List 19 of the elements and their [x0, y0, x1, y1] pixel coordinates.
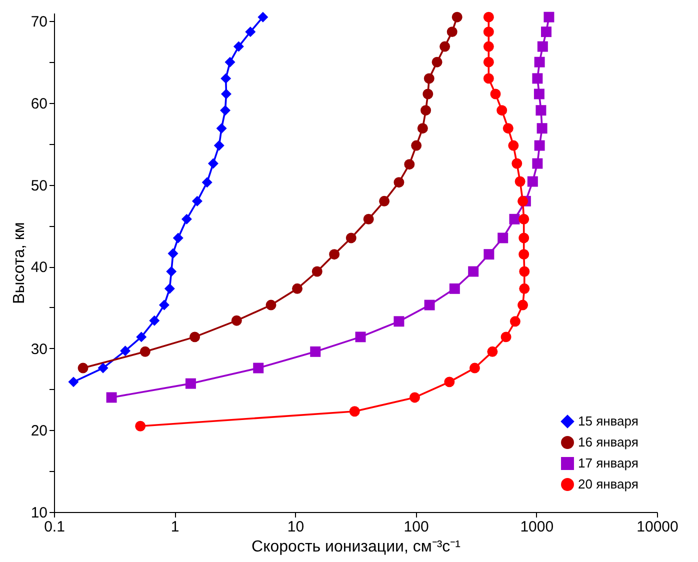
x-tick-label: 10000 [636, 518, 678, 536]
legend-label: 15 января [578, 414, 638, 428]
y-tick-label: 40 [30, 259, 48, 276]
y-tick-label: 60 [30, 95, 48, 112]
y-tick-label: 50 [30, 177, 48, 194]
y-tick-label: 30 [30, 340, 48, 358]
x-tick-label: 1000 [520, 518, 554, 536]
x-axis-title: Скорость ионизации, см⁻³с⁻¹ [252, 538, 460, 556]
legend-label: 20 января [578, 476, 638, 492]
legend-label: 17 января [578, 456, 638, 470]
x-tick-label: 0.1 [44, 518, 65, 536]
x-tick-label: 100 [404, 518, 429, 536]
x-tick-label: 10 [287, 518, 304, 536]
y-tick-label: 20 [30, 422, 48, 440]
y-axis-title: Высота, км [10, 222, 28, 304]
y-tick-label: 10 [30, 504, 48, 522]
y-tick-label: 70 [30, 14, 48, 31]
legend-label: 16 января [578, 434, 638, 450]
x-tick-label: 1 [170, 518, 180, 536]
